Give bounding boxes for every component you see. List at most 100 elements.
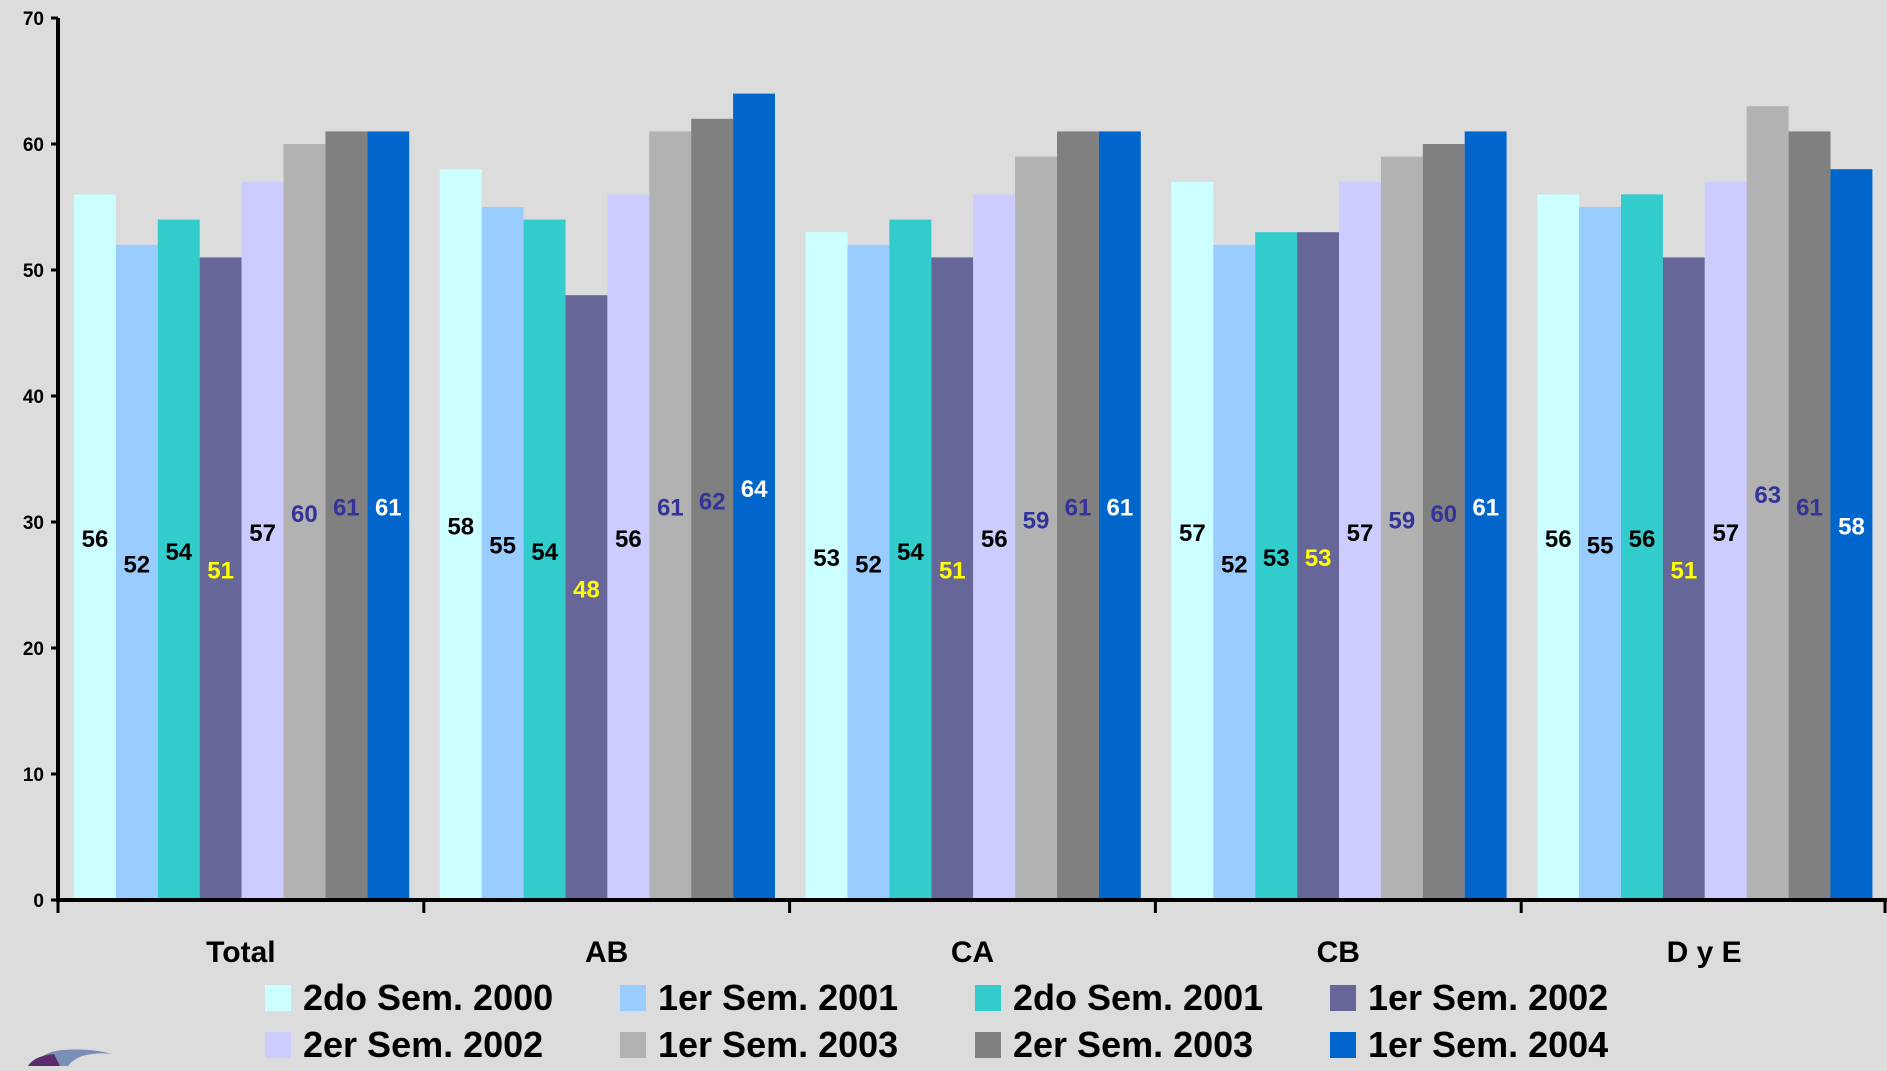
y-tick-label: 70 (23, 9, 44, 30)
x-tick-label: D y E (1667, 936, 1742, 969)
y-tick-label: 40 (23, 387, 44, 408)
data-label: 54 (897, 539, 924, 566)
company-logo (2, 1048, 142, 1066)
legend-label: 2do Sem. 2001 (1013, 977, 1264, 1018)
legend-item: 2er Sem. 2003 (975, 1024, 1330, 1065)
data-label: 58 (447, 514, 474, 541)
bar (1339, 181, 1381, 901)
bar (691, 118, 734, 901)
bar (847, 244, 890, 901)
bar (1057, 131, 1099, 900)
y-tick-label: 30 (23, 513, 44, 534)
data-label: 62 (699, 488, 726, 515)
data-label: 57 (1712, 520, 1739, 547)
bar (115, 244, 158, 901)
legend-swatch (265, 985, 291, 1011)
bar (1746, 106, 1789, 900)
bar (439, 169, 482, 900)
legend-swatch (620, 1032, 646, 1058)
data-label: 61 (1107, 495, 1134, 522)
data-label: 51 (939, 558, 966, 585)
data-label: 54 (165, 539, 192, 566)
legend-item: 2do Sem. 2000 (265, 977, 620, 1018)
legend-label: 1er Sem. 2004 (1368, 1024, 1609, 1065)
legend-item: 1er Sem. 2004 (1330, 1024, 1630, 1065)
data-label: 52 (855, 551, 882, 578)
bar (1297, 232, 1339, 900)
bar (931, 257, 974, 900)
data-label: 59 (1389, 507, 1416, 534)
bar (523, 219, 566, 901)
legend-label: 2er Sem. 2002 (303, 1024, 544, 1065)
legend-label: 1er Sem. 2002 (1368, 977, 1609, 1018)
data-label: 56 (615, 526, 642, 553)
bar (1171, 181, 1214, 901)
data-label: 53 (1263, 545, 1290, 572)
legend-item: 2er Sem. 2002 (265, 1024, 620, 1065)
data-label: 53 (1305, 545, 1332, 572)
legend-label: 2do Sem. 2000 (303, 977, 554, 1018)
bar (325, 131, 368, 900)
bar (1537, 194, 1580, 900)
data-label: 56 (82, 526, 109, 553)
legend: 2do Sem. 2000 1er Sem. 2001 2do Sem. 200… (265, 977, 1630, 1065)
data-label: 51 (1671, 558, 1698, 585)
data-label: 57 (1179, 520, 1206, 547)
legend-item: 2do Sem. 2001 (975, 977, 1330, 1018)
data-label: 60 (291, 501, 318, 528)
bar (481, 207, 524, 900)
bar (157, 219, 200, 901)
legend-swatch (1330, 1032, 1356, 1058)
x-tick-label: AB (585, 936, 628, 969)
bar (1380, 156, 1423, 901)
bar (1621, 194, 1663, 900)
data-label: 53 (813, 545, 840, 572)
legend-swatch (265, 1032, 291, 1058)
bar (1422, 144, 1465, 900)
bar (565, 295, 608, 900)
legend-label: 2er Sem. 2003 (1013, 1024, 1254, 1065)
bar (1788, 131, 1831, 900)
bar (607, 194, 650, 900)
data-label: 52 (123, 551, 150, 578)
y-tick-label: 50 (23, 261, 44, 282)
x-tick-label: CB (1317, 936, 1360, 969)
data-label: 55 (489, 533, 516, 560)
legend-swatch (975, 985, 1001, 1011)
bar (241, 181, 284, 901)
x-tick-label: Total (206, 936, 275, 969)
y-tick-label: 10 (23, 765, 44, 786)
data-label: 61 (375, 495, 402, 522)
bar (1579, 207, 1621, 900)
x-tick-label: CA (951, 936, 994, 969)
data-label: 60 (1430, 501, 1457, 528)
bar (1213, 244, 1256, 901)
y-tick-label: 20 (23, 639, 44, 660)
bar (1255, 232, 1298, 900)
y-tick-label: 0 (33, 891, 44, 912)
logo-mark (28, 1054, 60, 1066)
legend-swatch (975, 1032, 1001, 1058)
bar (805, 232, 848, 900)
data-label: 54 (531, 539, 558, 566)
data-label: 63 (1754, 482, 1781, 509)
bar (199, 257, 242, 900)
legend-item: 1er Sem. 2003 (620, 1024, 975, 1065)
bar (973, 194, 1016, 900)
bar (889, 219, 932, 901)
y-tick-label: 60 (23, 135, 44, 156)
data-label: 61 (1796, 495, 1823, 522)
data-label: 61 (657, 495, 684, 522)
legend-swatch (620, 985, 646, 1011)
bar (1830, 169, 1873, 900)
bar (367, 131, 410, 900)
data-label: 56 (1629, 526, 1656, 553)
data-label: 55 (1587, 533, 1614, 560)
data-label: 64 (741, 476, 768, 503)
data-label: 56 (981, 526, 1008, 553)
bar (283, 144, 326, 900)
data-label: 61 (333, 495, 360, 522)
data-label: 52 (1221, 551, 1248, 578)
